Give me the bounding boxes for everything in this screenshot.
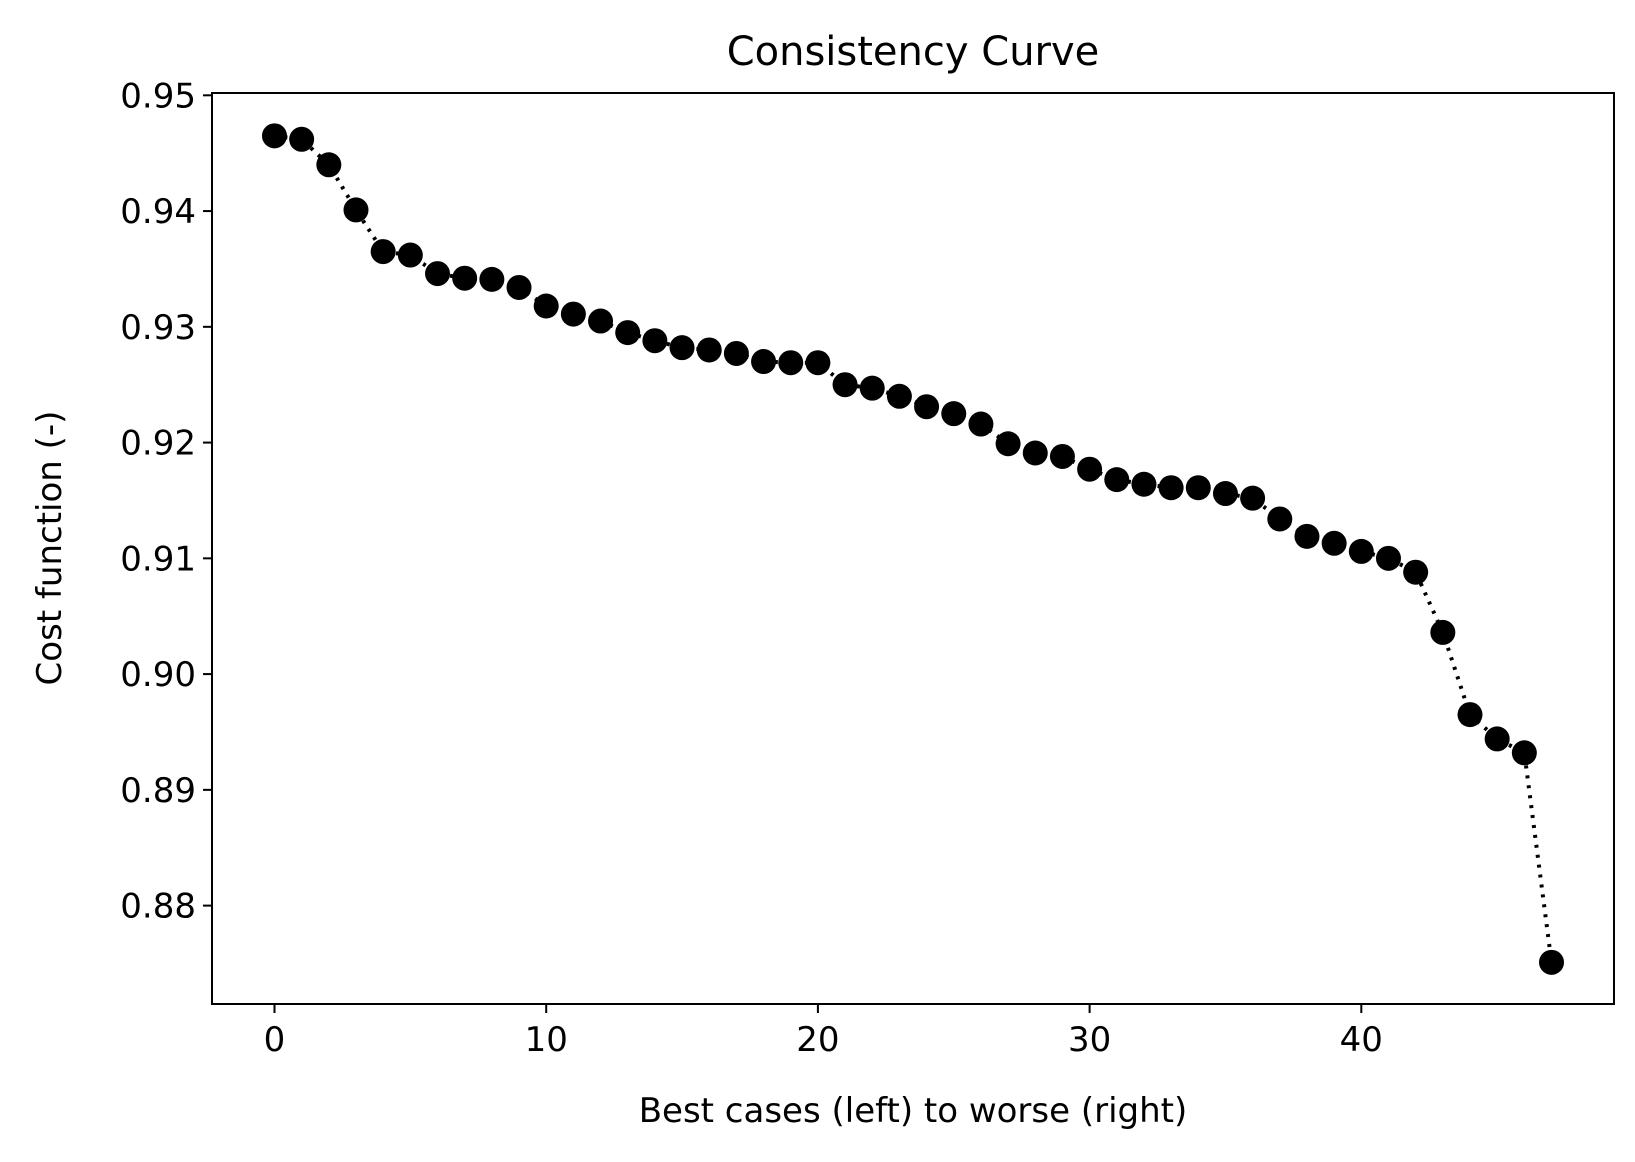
data-point bbox=[1403, 559, 1429, 585]
y-tick-label: 0.94 bbox=[120, 192, 196, 232]
x-tick-label: 10 bbox=[525, 1020, 568, 1060]
data-point bbox=[1185, 475, 1211, 501]
data-point bbox=[1321, 530, 1347, 556]
data-point bbox=[370, 239, 396, 265]
data-point bbox=[316, 152, 342, 178]
data-point bbox=[1539, 949, 1565, 975]
data-point bbox=[1294, 523, 1320, 549]
plot-area-frame bbox=[211, 92, 1615, 1005]
data-point bbox=[1267, 506, 1293, 532]
data-point bbox=[886, 383, 912, 409]
data-point bbox=[941, 401, 967, 427]
data-point bbox=[1430, 619, 1456, 645]
data-point bbox=[615, 320, 641, 346]
data-point bbox=[479, 266, 505, 292]
data-point bbox=[1049, 443, 1075, 469]
data-point bbox=[859, 375, 885, 401]
y-tick-label: 0.92 bbox=[120, 424, 196, 464]
x-axis-label: Best cases (left) to worse (right) bbox=[639, 1091, 1188, 1131]
data-point bbox=[343, 197, 369, 223]
data-point bbox=[914, 394, 940, 420]
data-point bbox=[1077, 456, 1103, 482]
y-tick-label: 0.89 bbox=[120, 771, 196, 811]
y-tick-label: 0.88 bbox=[120, 887, 196, 927]
data-point bbox=[1511, 740, 1537, 766]
data-point bbox=[1457, 702, 1483, 728]
series-points-layer bbox=[261, 123, 1565, 975]
data-point bbox=[560, 301, 586, 327]
data-point bbox=[832, 372, 858, 398]
data-point bbox=[1484, 726, 1510, 752]
data-point bbox=[968, 411, 994, 437]
data-point bbox=[261, 123, 287, 149]
x-tick-label: 40 bbox=[1340, 1020, 1383, 1060]
data-point bbox=[1158, 475, 1184, 501]
data-point bbox=[642, 328, 668, 354]
data-point bbox=[723, 340, 749, 366]
data-point bbox=[452, 265, 478, 291]
x-tick-label: 20 bbox=[796, 1020, 839, 1060]
data-point bbox=[1240, 485, 1266, 511]
y-tick-label: 0.90 bbox=[120, 655, 196, 695]
data-point bbox=[588, 308, 614, 334]
data-point bbox=[425, 261, 451, 287]
data-point bbox=[669, 335, 695, 361]
y-tick-label: 0.93 bbox=[120, 308, 196, 348]
data-point bbox=[805, 350, 831, 376]
data-point bbox=[1212, 481, 1238, 507]
x-tick-label: 0 bbox=[264, 1020, 286, 1060]
data-point bbox=[1022, 440, 1048, 466]
y-axis-label: Cost function (-) bbox=[30, 411, 70, 686]
data-point bbox=[778, 350, 804, 376]
data-point bbox=[506, 274, 532, 300]
data-point bbox=[696, 337, 722, 363]
data-point bbox=[1131, 471, 1157, 497]
data-point bbox=[1348, 538, 1374, 564]
data-point bbox=[1104, 467, 1130, 493]
data-point bbox=[995, 431, 1021, 457]
data-point bbox=[1375, 545, 1401, 571]
y-tick-label: 0.95 bbox=[120, 76, 196, 116]
data-point bbox=[397, 242, 423, 268]
x-tick-label: 30 bbox=[1068, 1020, 1111, 1060]
chart-title: Consistency Curve bbox=[727, 29, 1100, 75]
data-point bbox=[533, 293, 559, 319]
data-point bbox=[751, 349, 777, 375]
y-tick-label: 0.91 bbox=[120, 539, 196, 579]
axis-ticks: 0 10 20 30 40 0.88 0.89 0.90 0.91 0.92 0.93 0.94 0.9… bbox=[120, 76, 1383, 1060]
data-point bbox=[289, 126, 315, 152]
